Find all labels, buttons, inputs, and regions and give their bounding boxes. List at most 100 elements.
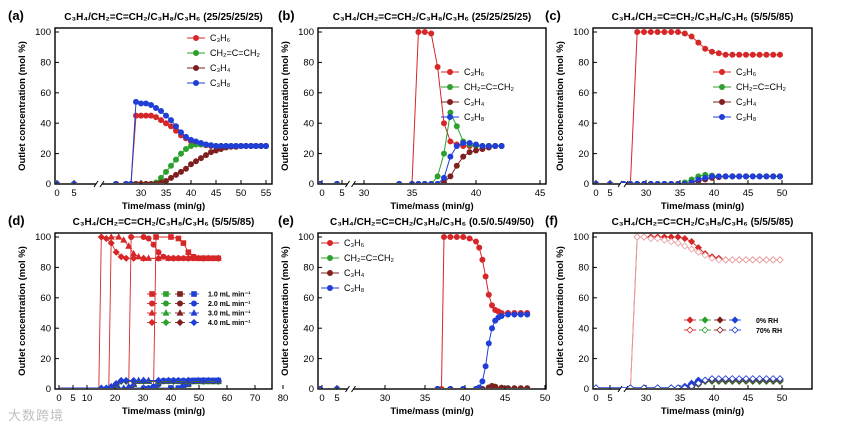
legend-marker (192, 65, 199, 72)
legend-label: C₃H₄ (210, 63, 231, 73)
y-tick-label: 80 (303, 58, 314, 69)
data-point (735, 375, 743, 383)
data-point (504, 311, 511, 318)
data-point (434, 63, 441, 70)
data-point (112, 379, 120, 388)
x-tick-label: 5 (334, 393, 339, 404)
data-point (524, 311, 531, 318)
data-point (702, 45, 709, 52)
data-point (453, 162, 460, 169)
data-point (681, 242, 689, 250)
data-point (182, 133, 189, 140)
legend-marker (686, 326, 694, 334)
data-point (640, 384, 648, 388)
x-tick-label: 0 (54, 188, 59, 199)
data-point (485, 142, 492, 149)
legend-marker (149, 291, 155, 297)
data-point (184, 376, 192, 385)
data-point (466, 235, 473, 242)
y-tick-label: 20 (578, 354, 589, 365)
data-point (145, 385, 152, 388)
axis-break-gap (620, 385, 626, 393)
legend-label: CH₂=C=CH₂ (464, 82, 515, 92)
panel-title: C₃H₄/CH₂=C=CH₂/C₃H₈/C₃H₆ (25/25/25/25) (64, 12, 262, 23)
x-tick-label: 40 (460, 393, 471, 404)
data-point (453, 234, 460, 240)
data-point (482, 363, 489, 370)
legend-marker (162, 300, 169, 307)
data-point (207, 149, 214, 156)
y-tick-label: 0 (46, 179, 51, 190)
x-axis-label: Time/mass (min/g) (390, 201, 473, 212)
data-point (488, 302, 495, 309)
data-point (135, 252, 143, 260)
data-point (334, 386, 340, 388)
data-point (147, 101, 154, 108)
data-point (168, 234, 174, 240)
x-tick-label: 20 (110, 393, 121, 404)
legend-marker (177, 291, 183, 297)
data-point (182, 165, 189, 172)
data-point (482, 273, 489, 280)
data-point (524, 385, 531, 388)
data-point (694, 379, 702, 387)
data-point (661, 181, 668, 183)
data-point (56, 181, 60, 183)
y-tick-label: 60 (303, 293, 314, 304)
x-tick-label: 55 (261, 188, 272, 199)
axis-break-mark (617, 385, 623, 393)
panel-label: (e) (278, 213, 294, 228)
data-point (681, 384, 689, 388)
data-point (702, 174, 709, 181)
panel-title: C₃H₄/CH₂=C=CH₂/C₃H₈/C₃H₆ (5/5/5/85) (612, 12, 794, 23)
legend-label: C₃H₈ (736, 112, 757, 122)
data-point (212, 142, 219, 149)
x-tick-label: 0 (593, 393, 598, 404)
data-point (143, 181, 149, 183)
legend-marker (719, 84, 726, 91)
axis-break-mark (617, 180, 623, 188)
data-point (107, 234, 115, 240)
data-point (154, 254, 163, 262)
data-point (199, 254, 207, 262)
panel-label: (c) (545, 8, 561, 23)
legend-label: C₃H₄ (736, 97, 757, 107)
x-tick-label: 35 (161, 188, 172, 199)
data-point (113, 181, 119, 183)
data-point (453, 142, 460, 149)
data-point (396, 181, 403, 183)
data-point (476, 384, 483, 388)
data-point (132, 112, 139, 119)
axis-break-mark (345, 385, 350, 393)
legend-marker (190, 309, 198, 316)
x-tick-label: 60 (222, 393, 233, 404)
data-point (749, 375, 757, 383)
data-point (517, 385, 524, 388)
series-line (130, 101, 266, 183)
y-tick-label: 100 (298, 232, 314, 243)
data-point (728, 256, 736, 264)
data-point (180, 240, 187, 246)
data-point (762, 256, 770, 264)
data-point (735, 256, 743, 264)
data-point (168, 385, 174, 388)
data-point (319, 181, 323, 183)
data-point (641, 181, 647, 183)
data-point (130, 376, 138, 385)
data-point (167, 123, 174, 130)
x-tick-label: 45 (743, 393, 754, 404)
data-point (409, 181, 415, 183)
x-tick-label: 40 (709, 393, 720, 404)
data-point (647, 234, 655, 243)
data-point (142, 100, 149, 107)
data-point (722, 375, 730, 383)
x-axis-label: Time/mass (min/g) (390, 406, 473, 417)
data-point (776, 256, 784, 264)
data-point (701, 376, 709, 384)
y-tick-label: 0 (584, 384, 589, 395)
data-point (237, 142, 244, 149)
data-point (177, 168, 184, 175)
data-point (140, 254, 148, 262)
x-tick-label: 30 (359, 188, 370, 199)
